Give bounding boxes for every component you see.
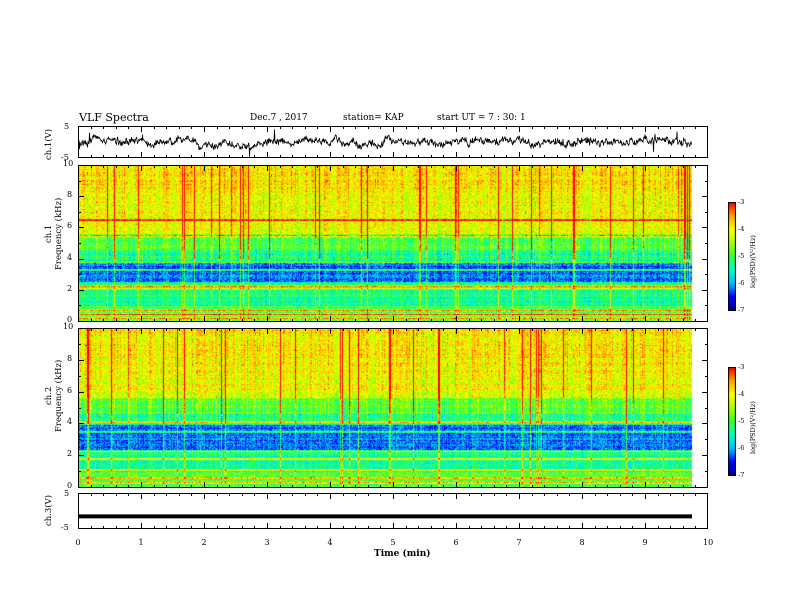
colorbar-tick-label: -5 <box>738 252 745 260</box>
ch1-colorbar-label: log(PSD)(V²/Hz) <box>749 235 757 288</box>
colorbar-tick-label: -7 <box>738 471 745 479</box>
colorbar-tick-label: -3 <box>738 363 745 371</box>
freq-tick-label: 0 <box>67 481 73 490</box>
ch2-colorbar-label: log(PSD)(V²/Hz) <box>749 401 757 454</box>
freq-tick-label: 2 <box>67 283 73 293</box>
chart-title: VLF Spectra <box>79 111 149 124</box>
ch2-channel-label: ch.2 <box>44 386 54 405</box>
plot-frame <box>78 328 708 488</box>
colorbar-tick-label: -4 <box>738 390 745 398</box>
ch2-colorbar <box>728 367 736 476</box>
freq-tick-label: 4 <box>67 417 73 427</box>
ch3-wave-ytick-top: 5 <box>64 489 70 498</box>
ch1-waveform-line <box>78 129 692 157</box>
freq-tick-label: 2 <box>67 449 73 459</box>
time-tick-label: 8 <box>579 538 585 547</box>
date-label: Dec.7 , 2017 <box>250 113 308 123</box>
colorbar-tick-label: -6 <box>738 279 745 287</box>
ch1-spectrogram-axes <box>78 165 708 322</box>
colorbar-tick-label: -4 <box>738 225 745 233</box>
ch2-spectrogram-ylabel: ch.2 Frequency (kHz) <box>44 360 64 432</box>
colorbar-tick-label: -3 <box>738 198 745 206</box>
ch1-waveform-ylabel: ch.1(V) <box>44 128 54 160</box>
ch3-waveform-plot <box>78 493 708 529</box>
freq-tick-label: 6 <box>67 221 73 231</box>
ch2-frequency-label: Frequency (kHz) <box>54 359 64 432</box>
ch1-wave-ytick-bottom: -5 <box>61 153 69 162</box>
time-tick-label: 9 <box>642 538 648 547</box>
freq-tick-label: 8 <box>67 190 73 200</box>
station-label: station= KAP <box>343 113 404 123</box>
time-tick-label: 1 <box>138 538 144 547</box>
ch1-spectrogram-heatmap <box>78 165 708 322</box>
ch1-waveform-plot <box>78 126 708 158</box>
freq-tick-label: 10 <box>63 322 74 331</box>
time-tick-label: 2 <box>201 538 207 547</box>
time-tick-label: 3 <box>264 538 270 547</box>
colorbar-tick-label: -5 <box>738 417 745 425</box>
colorbar-tick-label: -7 <box>738 306 745 314</box>
plot-frame <box>78 165 708 322</box>
time-tick-label: 6 <box>453 538 459 547</box>
ch1-frequency-label: Frequency (kHz) <box>54 197 64 270</box>
time-tick-label: 0 <box>75 538 81 547</box>
ch2-spectrogram-heatmap <box>78 328 708 488</box>
colorbar-tick-label: -6 <box>738 444 745 452</box>
time-tick-label: 7 <box>516 538 522 547</box>
ch1-spectrogram-ylabel: ch.1 Frequency (kHz) <box>44 198 64 270</box>
time-tick-label: 10 <box>703 538 714 547</box>
ch1-colorbar <box>728 202 736 311</box>
freq-tick-label: 10 <box>63 159 74 168</box>
time-tick-label: 4 <box>327 538 333 547</box>
freq-tick-label: 0 <box>67 315 73 324</box>
freq-tick-label: 4 <box>67 252 73 262</box>
freq-tick-label: 6 <box>67 385 73 395</box>
freq-tick-label: 8 <box>67 353 73 363</box>
ch1-wave-ytick-top: 5 <box>64 122 70 131</box>
ch1-channel-label: ch.1 <box>44 224 54 243</box>
ch3-wave-ytick-bottom: -5 <box>61 523 69 532</box>
ch3-waveform-ylabel: ch.3(V) <box>44 494 54 526</box>
time-axis-label: Time (min) <box>374 549 431 559</box>
ch2-spectrogram-axes <box>78 328 708 488</box>
time-tick-label: 5 <box>390 538 396 547</box>
start-time-label: start UT = 7 : 30: 1 <box>437 113 526 123</box>
